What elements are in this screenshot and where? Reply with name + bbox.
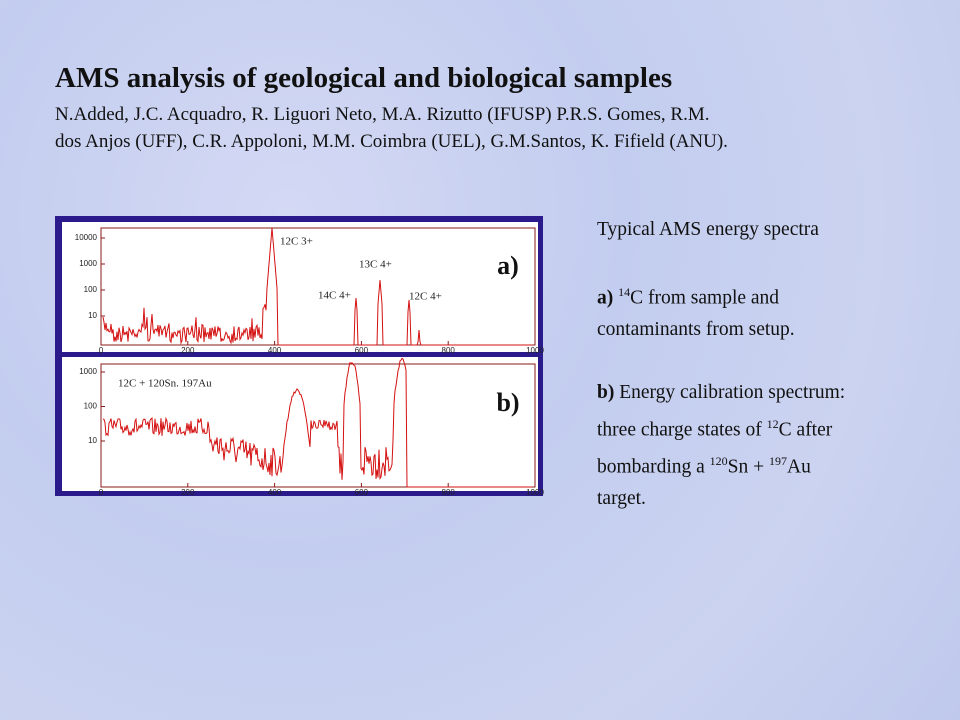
caption-text: 12 — [766, 416, 779, 431]
spacer — [597, 346, 845, 378]
caption-text: target. — [597, 487, 646, 509]
y-tick-label: 1000 — [79, 259, 97, 268]
y-tick-label: 10000 — [75, 233, 98, 242]
caption-text: C from sample and — [630, 287, 780, 309]
x-tick-label: 800 — [442, 488, 456, 497]
y-tick-label: 100 — [84, 285, 98, 294]
y-tick-label: 100 — [84, 402, 98, 411]
authors-line: dos Anjos (UFF), C.R. Appoloni, M.M. Coi… — [55, 131, 728, 152]
caption-text: Au — [786, 456, 811, 477]
caption-text: 14 — [618, 285, 631, 299]
x-tick-label: 600 — [355, 488, 369, 497]
spectrum-trace — [102, 357, 532, 488]
caption-text: contaminants from setup. — [597, 319, 795, 340]
y-tick-label: 10 — [88, 436, 97, 445]
caption-text: Energy calibration spectrum: — [614, 382, 846, 403]
caption-text: 197 — [768, 453, 787, 468]
peak-annotation: 12C 4+ — [409, 291, 442, 303]
x-tick-label: 800 — [442, 346, 456, 355]
x-tick-label: 0 — [99, 488, 104, 497]
peak-annotation: 13C 4+ — [359, 259, 392, 271]
y-tick-label: 10 — [88, 311, 97, 320]
x-tick-label: 600 — [355, 346, 369, 355]
caption-line: b) Energy calibration spectrum: — [597, 377, 845, 409]
caption: Typical AMS energy spectra a) 14C from s… — [597, 214, 845, 514]
x-tick-label: 400 — [268, 346, 282, 355]
caption-text: three charge states of — [597, 419, 767, 440]
panel-label: a) — [497, 251, 519, 280]
peak-annotation: 12C + 120Sn. 197Au — [118, 378, 212, 390]
caption-text: a) — [597, 287, 614, 309]
caption-line: three charge states of 12C after — [597, 409, 845, 446]
slide-title: AMS analysis of geological and biologica… — [55, 62, 673, 94]
caption-heading: Typical AMS energy spectra — [597, 219, 819, 240]
x-tick-label: 400 — [268, 488, 282, 497]
caption-text: b) — [597, 382, 615, 403]
x-tick-label: 200 — [181, 488, 195, 497]
caption-text: 120 — [709, 453, 728, 468]
x-tick-label: 0 — [99, 346, 104, 355]
caption-line: contaminants from setup. — [597, 314, 845, 346]
caption-line: target. — [597, 483, 845, 515]
caption-line: a) 14C from sample and — [597, 277, 845, 314]
x-tick-label: 200 — [181, 346, 195, 355]
peak-annotation: 12C 3+ — [280, 236, 313, 248]
x-tick-label: 1000 — [526, 346, 544, 355]
plot-area — [100, 363, 536, 488]
caption-text: C after — [778, 419, 833, 440]
x-tick-label: 1000 — [526, 488, 544, 497]
peak-annotation: 14C 4+ — [318, 290, 351, 302]
caption-text: Sn + — [727, 456, 769, 477]
spectrum-trace — [102, 227, 532, 346]
authors-line: N.Added, J.C. Acquadro, R. Liguori Neto,… — [55, 104, 710, 125]
caption-line: bombarding a 120Sn + 197Au — [597, 446, 845, 483]
caption-text: bombarding a — [597, 456, 710, 477]
spacer — [597, 246, 845, 278]
y-tick-label: 1000 — [79, 367, 97, 376]
panel-label: b) — [496, 388, 519, 417]
panel-b — [62, 357, 538, 491]
